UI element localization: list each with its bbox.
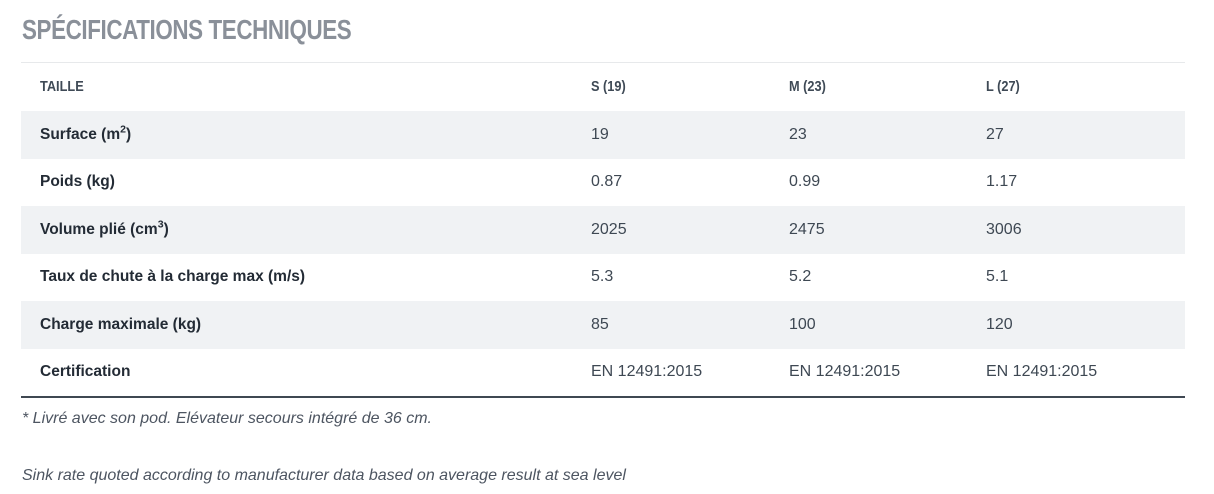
footnote-pod: * Livré avec son pod. Elévateur secours …: [22, 410, 432, 427]
row-label-text: Surface (m: [40, 125, 121, 143]
cell-value-m: 100: [789, 315, 816, 333]
cell-value-l: 27: [986, 125, 1004, 143]
cell-value-m: 2475: [789, 220, 825, 238]
row-label-cell: Poids (kg): [40, 173, 591, 191]
header-cell-size-m: M (23): [789, 78, 986, 96]
cell-value-l: 5.1: [986, 268, 1009, 286]
cell-value-l: EN 12491:2015: [986, 363, 1098, 381]
cell-value-s: 2025: [591, 220, 627, 238]
cell-value-s: 5.3: [591, 268, 614, 286]
header-cell-taille: TAILLE: [40, 78, 591, 96]
header-size-l-label: L (27): [986, 79, 1020, 95]
row-label-end: ): [163, 220, 169, 238]
cell-value-m: 5.2: [789, 268, 812, 286]
table-row: Taux de chute à la charge max (m/s) 5.3 5.…: [21, 254, 1185, 302]
table-row: Poids (kg) 0.87 0.99 1.17: [21, 159, 1185, 207]
row-label-superscript: 2: [120, 123, 126, 136]
cell-value-l: 1.17: [986, 173, 1018, 191]
row-label-superscript: 3: [157, 218, 164, 231]
row-label-cell: Charge maximale (kg): [40, 316, 591, 334]
header-cell-size-s: S (19): [591, 78, 789, 96]
table-row: Certification EN 12491:2015 EN 12491:2015 E…: [21, 349, 1185, 397]
cell-value-s: 85: [591, 315, 609, 333]
table-row: Volume plié (cm3) 2025 2475 3006: [21, 206, 1185, 254]
table-row: Charge maximale (kg) 85 100 120: [21, 301, 1185, 349]
cell-value-m: 23: [789, 125, 807, 143]
cell-value-l: 120: [986, 315, 1013, 333]
cell-value-m: 0.99: [789, 173, 821, 191]
row-label-end: ): [125, 125, 132, 143]
row-label-text: Certification: [40, 363, 131, 381]
cell-value-l: 3006: [986, 220, 1022, 238]
cell-value-s: 0.87: [591, 173, 623, 191]
cell-value-s: EN 12491:2015: [591, 363, 703, 381]
footnote-sink-rate: Sink rate quoted according to manufactur…: [22, 467, 626, 484]
row-label-cell: Surface (m2): [40, 123, 591, 144]
row-label-cell: Certification: [40, 363, 591, 381]
spec-table: TAILLE S (19) M (23) L (27) Surface (m2)…: [21, 62, 1185, 398]
section-title: SPÉCIFICATIONS TECHNIQUES: [22, 14, 352, 45]
table-header-row: TAILLE S (19) M (23) L (27): [21, 63, 1185, 111]
table-body: Surface (m2) 19 23 27 Poids (kg) 0.87 0.99 1.1…: [21, 111, 1185, 396]
row-label-text: Poids (kg): [40, 173, 115, 191]
row-label-text: Volume plié (cm: [40, 220, 158, 238]
table-row: Surface (m2) 19 23 27: [21, 111, 1185, 159]
row-label-cell: Taux de chute à la charge max (m/s): [40, 268, 591, 286]
header-taille-label: TAILLE: [40, 79, 84, 95]
header-size-s-label: S (19): [591, 79, 626, 95]
row-label-cell: Volume plié (cm3): [40, 218, 591, 239]
row-label-text: Taux de chute à la charge max (m/s): [40, 268, 306, 286]
cell-value-s: 19: [591, 125, 609, 143]
cell-value-m: EN 12491:2015: [789, 363, 901, 381]
header-size-m-label: M (23): [789, 79, 826, 95]
header-cell-size-l: L (27): [986, 78, 1185, 96]
row-label-text: Charge maximale (kg): [40, 315, 202, 333]
